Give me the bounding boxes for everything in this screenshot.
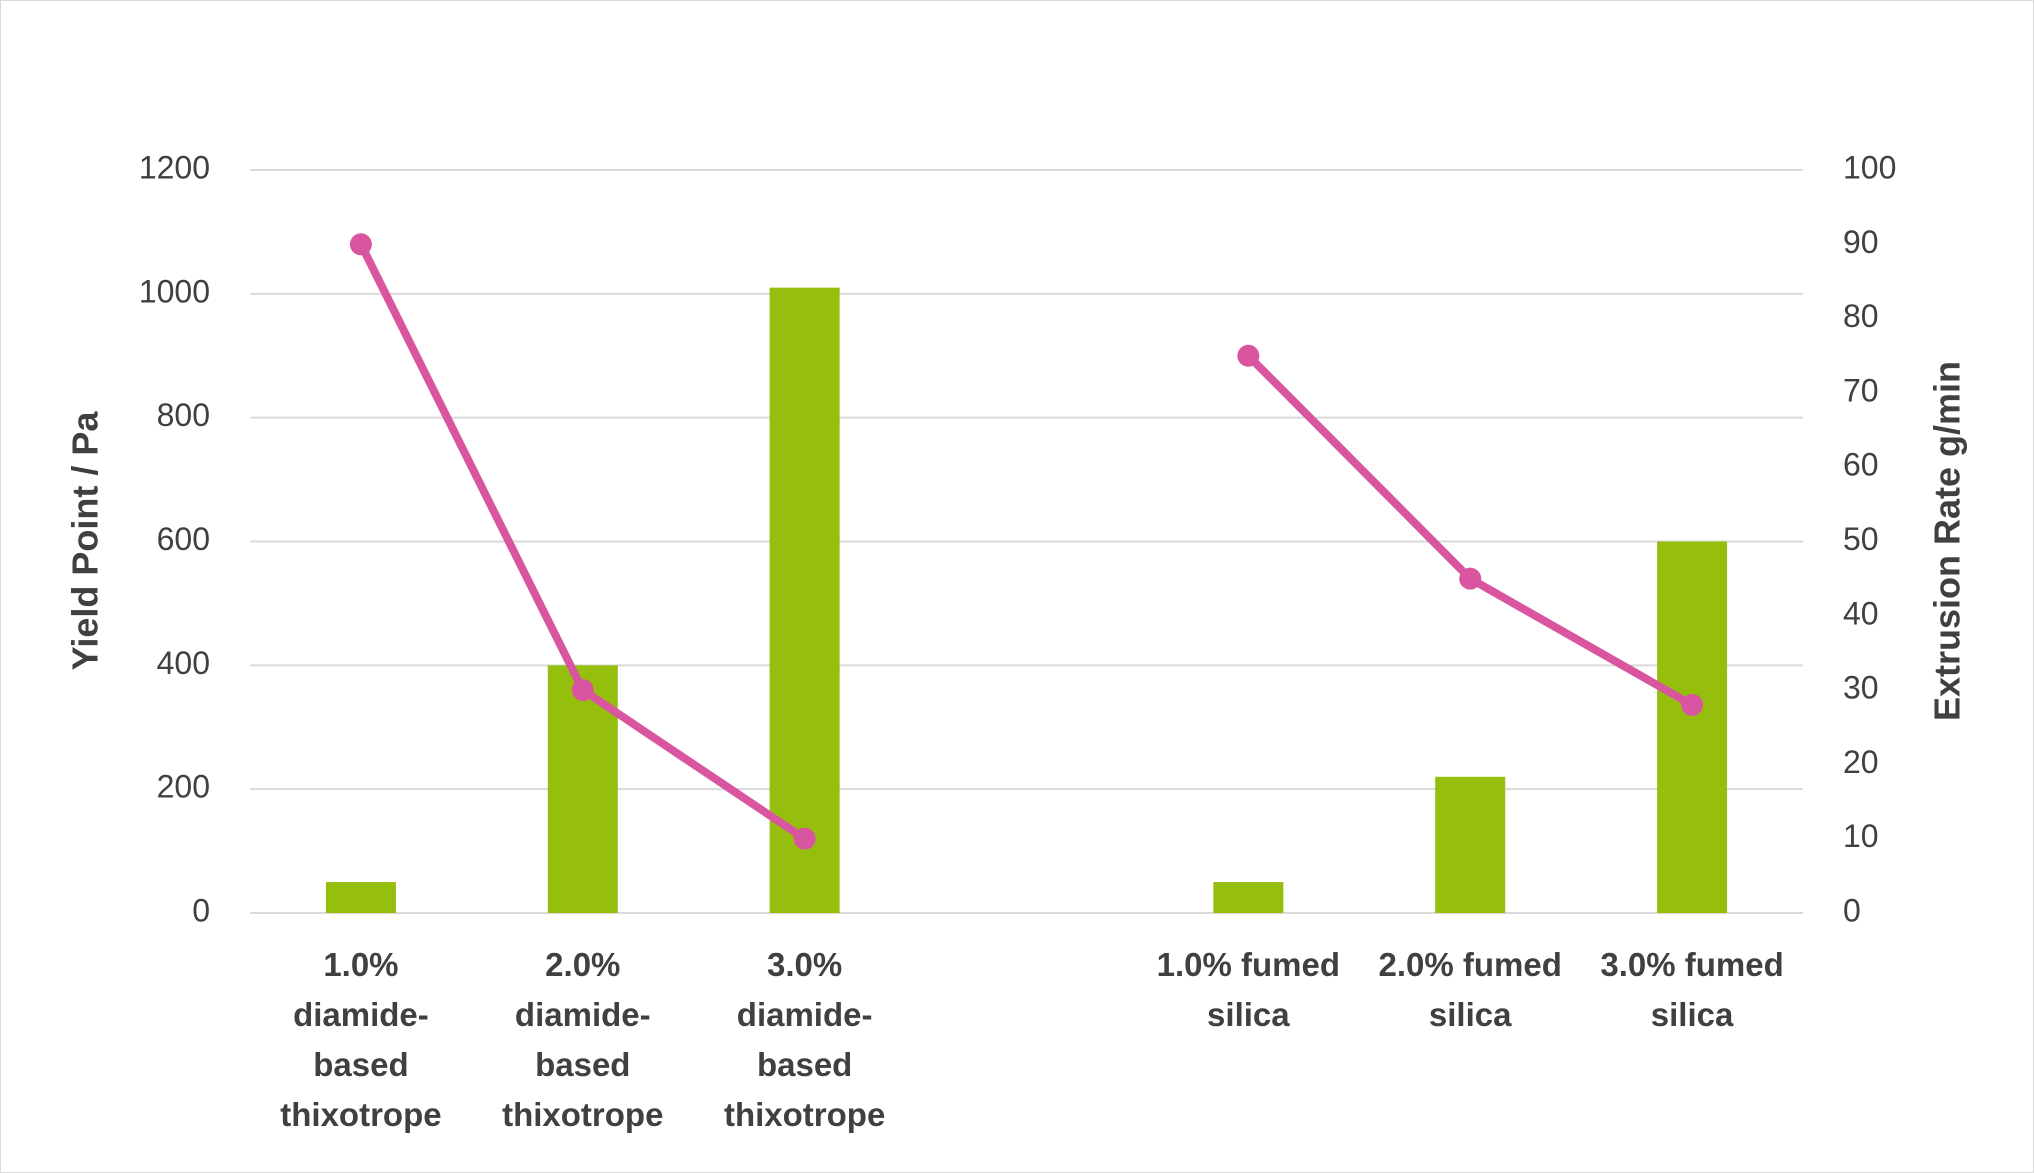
y2-tick-label: 50 <box>1843 521 1879 557</box>
bar <box>1435 776 1506 913</box>
y2-tick-label: 100 <box>1843 149 1896 185</box>
y2-tick-label: 10 <box>1843 818 1879 854</box>
x-tick-label: 2.0% diamide-based thixotrope <box>502 946 664 1133</box>
line <box>1245 352 1695 709</box>
y-tick-label: 1000 <box>139 273 210 309</box>
y-tick-label: 800 <box>157 397 210 433</box>
line-marker <box>1681 693 1704 716</box>
bar <box>1657 541 1728 913</box>
line-marker <box>1459 567 1482 590</box>
y2-tick-label: 40 <box>1843 595 1879 631</box>
line-marker <box>793 827 816 850</box>
bar <box>325 882 396 913</box>
x-tick-label: 1.0% fumed silica <box>1156 946 1341 1033</box>
line-marker <box>349 233 372 256</box>
x-tick-label: 1.0% diamide-based thixotrope <box>280 946 442 1133</box>
y2-tick-label: 30 <box>1843 670 1879 706</box>
y2-tick-label: 90 <box>1843 224 1879 260</box>
y2-tick-label: 80 <box>1843 298 1879 334</box>
y-axis-title: Yield Point / Pa <box>65 411 106 671</box>
bar <box>1213 882 1284 913</box>
y-tick-label: 0 <box>192 892 210 928</box>
line-marker <box>571 679 594 702</box>
y-tick-label: 1200 <box>139 149 210 185</box>
y-tick-label: 400 <box>157 645 210 681</box>
x-tick-label: 2.0% fumed silica <box>1378 946 1562 1033</box>
bar <box>769 287 840 913</box>
y2-tick-label: 0 <box>1843 892 1861 928</box>
y-tick-label: 600 <box>157 521 210 557</box>
y2-tick-label: 20 <box>1843 744 1879 780</box>
y-tick-label: 200 <box>157 769 210 805</box>
x-tick-label: 3.0% diamide-based thixotrope <box>723 946 886 1133</box>
y2-tick-label: 70 <box>1843 372 1879 408</box>
x-tick-label: 3.0% fumed silica <box>1600 946 1784 1033</box>
y2-axis-title: Extrusion Rate g/min <box>1927 361 1968 721</box>
y2-tick-label: 60 <box>1843 447 1879 483</box>
line-marker <box>1237 344 1260 367</box>
